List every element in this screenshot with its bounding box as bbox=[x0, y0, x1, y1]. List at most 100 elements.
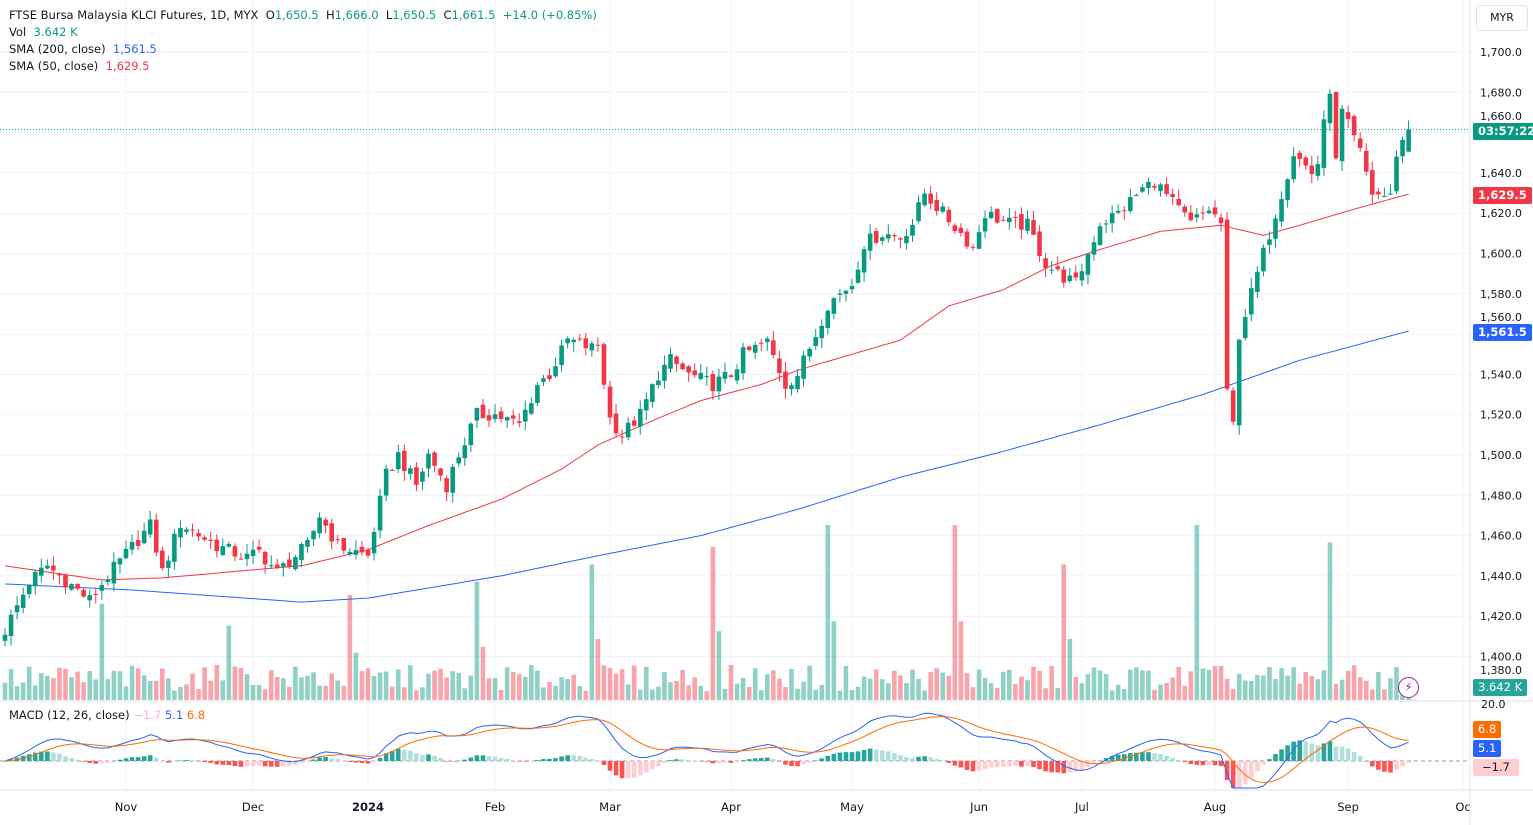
y-tick-label: 1,460.0 bbox=[1480, 530, 1522, 543]
macd-histogram-bar bbox=[771, 758, 776, 761]
candle-up bbox=[843, 290, 849, 294]
volume-bar bbox=[910, 669, 915, 700]
volume-bar bbox=[849, 690, 855, 700]
volume-bar bbox=[807, 665, 812, 700]
candle-down bbox=[1370, 170, 1375, 195]
volume-bar bbox=[111, 670, 117, 700]
macd-histogram-bar bbox=[45, 751, 50, 761]
macd-histogram-bar bbox=[1255, 761, 1260, 772]
volume-label[interactable]: Vol bbox=[9, 25, 27, 39]
macd-histogram-bar bbox=[1121, 754, 1127, 761]
macd-histogram-bar bbox=[589, 759, 595, 761]
volume-bar bbox=[1236, 673, 1242, 700]
volume-bar bbox=[637, 689, 643, 700]
candle-up bbox=[879, 237, 885, 241]
candle-up bbox=[831, 298, 837, 314]
macd-histogram-bar bbox=[674, 759, 679, 761]
volume-bar bbox=[2, 682, 8, 700]
candle-down bbox=[1121, 210, 1127, 212]
candle-down bbox=[365, 549, 371, 556]
macd-histogram-bar bbox=[305, 761, 310, 762]
volume-bar bbox=[1327, 542, 1333, 700]
lightning-icon[interactable]: ⚡︎ bbox=[1398, 677, 1419, 698]
macd-histogram-bar bbox=[220, 761, 226, 765]
candle-down bbox=[1309, 165, 1315, 175]
macd-histogram-bar bbox=[886, 751, 891, 761]
hidden-axis-label: 1,380.0 bbox=[1480, 664, 1522, 677]
macd-histogram-bar bbox=[238, 761, 244, 767]
volume-bar bbox=[244, 674, 250, 700]
macd-histogram-bar bbox=[631, 761, 637, 778]
volume-bar bbox=[1176, 666, 1181, 700]
volume-bar bbox=[1194, 525, 1200, 700]
macd-histogram-bar bbox=[1285, 745, 1290, 761]
macd-histogram-bar bbox=[1031, 761, 1036, 767]
volume-bar bbox=[226, 625, 232, 700]
macd-histogram-bar bbox=[329, 758, 334, 761]
volume-bar bbox=[1025, 680, 1030, 700]
candle-up bbox=[807, 348, 812, 357]
candle-down bbox=[607, 386, 613, 418]
macd-histogram-bar bbox=[716, 761, 722, 764]
macd-histogram-bar bbox=[1363, 761, 1369, 762]
candle-up bbox=[940, 206, 946, 212]
volume-bar bbox=[1121, 689, 1127, 700]
symbol-title[interactable]: FTSE Bursa Malaysia KLCI Futures, 1D, MY… bbox=[9, 8, 259, 22]
sma50-price-badge: 1,629.5 bbox=[1473, 187, 1532, 204]
macd-histogram-bar bbox=[1067, 761, 1073, 773]
candle-down bbox=[1170, 193, 1175, 197]
candle-down bbox=[674, 356, 679, 364]
volume-bar bbox=[1333, 683, 1339, 700]
macd-histogram-bar bbox=[226, 761, 232, 765]
candle-up bbox=[147, 519, 153, 535]
macd-histogram-bar bbox=[256, 761, 262, 766]
candle-up bbox=[129, 541, 135, 550]
volume-bar bbox=[644, 666, 649, 700]
macd-histogram-bar bbox=[752, 758, 758, 761]
volume-bar bbox=[123, 686, 129, 700]
macd-label[interactable]: MACD (12, 26, close) bbox=[9, 708, 130, 722]
x-tick-label: Aug bbox=[1204, 800, 1226, 814]
macd-histogram-bar bbox=[389, 750, 395, 761]
candle-down bbox=[994, 209, 1000, 223]
candle-down bbox=[710, 374, 716, 392]
macd-histogram-bar bbox=[861, 749, 867, 761]
candle-down bbox=[771, 340, 776, 355]
volume-bar bbox=[692, 677, 697, 700]
candle-up bbox=[1261, 247, 1266, 272]
macd-histogram-bar bbox=[420, 754, 425, 761]
candle-down bbox=[480, 404, 486, 418]
macd-histogram-bar bbox=[26, 754, 32, 761]
sma200-label[interactable]: SMA (200, close) bbox=[9, 42, 106, 56]
y-tick-label: 1,440.0 bbox=[1480, 570, 1522, 583]
candle-up bbox=[922, 193, 927, 206]
volume-bar bbox=[190, 673, 195, 700]
high-label: H bbox=[326, 8, 335, 22]
volume-bar bbox=[728, 665, 734, 700]
candle-up bbox=[468, 423, 474, 446]
volume-bar bbox=[45, 675, 50, 700]
candle-up bbox=[250, 549, 256, 556]
candle-up bbox=[377, 495, 383, 531]
volume-bar bbox=[813, 689, 818, 700]
volume-bar bbox=[988, 683, 994, 700]
sma50-legend-row: SMA (50, close) 1,629.5 bbox=[9, 58, 597, 75]
sma50-label[interactable]: SMA (50, close) bbox=[9, 59, 99, 73]
candle-down bbox=[619, 436, 625, 438]
volume-badge: 3.642 K bbox=[1473, 679, 1528, 696]
candle-down bbox=[75, 583, 80, 589]
macd-histogram-bar bbox=[335, 759, 341, 761]
candle-down bbox=[631, 420, 637, 426]
macd-histogram-bar bbox=[1267, 759, 1272, 761]
candle-up bbox=[698, 372, 704, 379]
candle-down bbox=[577, 338, 583, 340]
candle-down bbox=[1073, 272, 1079, 278]
candle-up bbox=[87, 595, 92, 601]
candle-up bbox=[1091, 242, 1097, 255]
candle-up bbox=[426, 453, 431, 469]
macd-histogram-bar bbox=[184, 760, 189, 761]
volume-bar bbox=[867, 678, 873, 700]
candle-down bbox=[1303, 157, 1309, 166]
currency-button[interactable]: MYR bbox=[1476, 5, 1528, 31]
